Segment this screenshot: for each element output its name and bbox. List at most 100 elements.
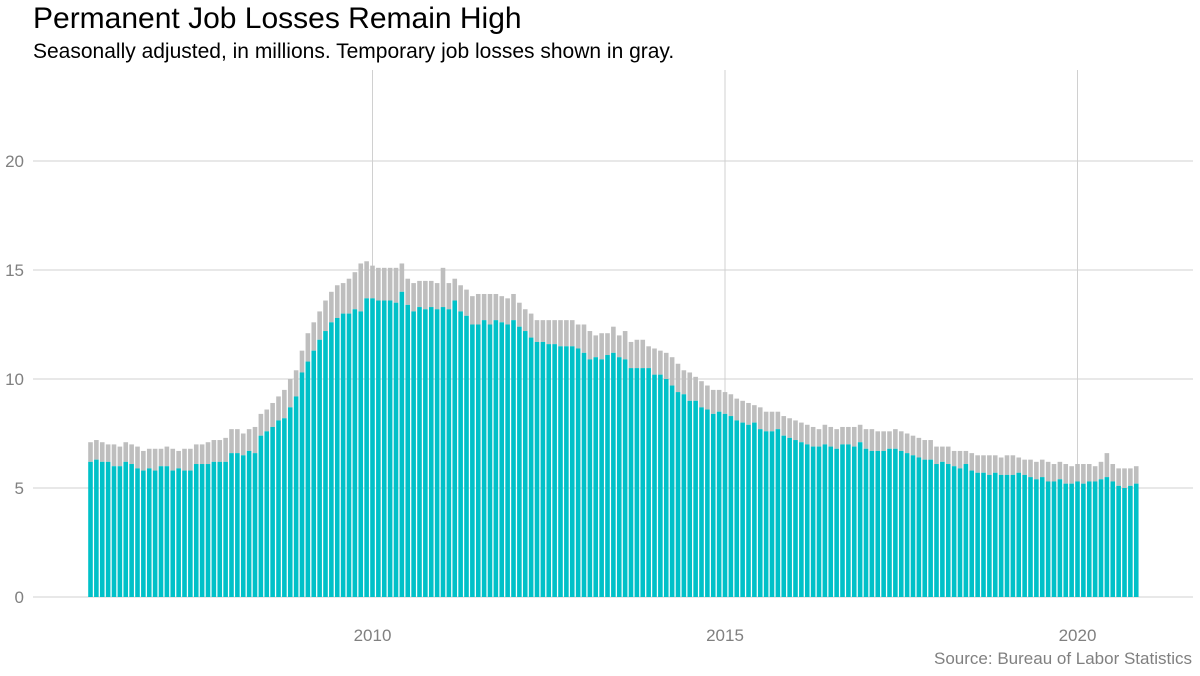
bar-permanent bbox=[816, 446, 822, 597]
bar-temporary bbox=[487, 293, 493, 325]
bar-temporary bbox=[188, 448, 193, 471]
bar-permanent bbox=[1069, 483, 1074, 597]
bar-temporary bbox=[99, 442, 105, 462]
bar-temporary bbox=[1034, 461, 1039, 480]
bar-temporary bbox=[370, 265, 375, 299]
bar-temporary bbox=[522, 309, 528, 332]
bar-permanent bbox=[340, 313, 346, 597]
bar-temporary bbox=[898, 431, 904, 451]
bar-temporary bbox=[857, 424, 863, 443]
bar-permanent bbox=[417, 307, 422, 597]
bar-temporary bbox=[364, 261, 369, 299]
bar-temporary bbox=[540, 320, 546, 342]
bar-permanent bbox=[1045, 481, 1051, 597]
bar-permanent bbox=[329, 322, 334, 597]
bar-permanent bbox=[240, 455, 246, 597]
bar-permanent bbox=[446, 309, 452, 597]
bar-permanent bbox=[957, 468, 963, 597]
bar-temporary bbox=[834, 429, 839, 449]
bar-temporary bbox=[334, 285, 340, 318]
bar-permanent bbox=[528, 337, 534, 597]
bar-permanent bbox=[499, 322, 505, 597]
bar-permanent bbox=[540, 341, 546, 597]
bar-temporary bbox=[217, 440, 223, 462]
bar-permanent bbox=[411, 311, 416, 597]
bar-temporary bbox=[199, 444, 205, 465]
bar-temporary bbox=[605, 333, 610, 356]
source-note: Source: Bureau of Labor Statistics bbox=[934, 649, 1192, 668]
bar-permanent bbox=[1051, 481, 1057, 597]
bar-temporary bbox=[164, 446, 170, 467]
bar-temporary bbox=[963, 450, 969, 465]
bar-temporary bbox=[910, 435, 916, 456]
bar-temporary bbox=[428, 280, 434, 308]
bar-temporary bbox=[646, 346, 651, 369]
bar-permanent bbox=[804, 444, 810, 597]
bar-temporary bbox=[928, 440, 933, 460]
bar-permanent bbox=[364, 298, 369, 597]
bar-temporary bbox=[564, 320, 569, 347]
bar-temporary bbox=[640, 339, 646, 369]
bar-temporary bbox=[822, 424, 828, 445]
bar-temporary bbox=[887, 431, 892, 449]
y-tick-label: 15 bbox=[5, 261, 24, 280]
chart-title: Permanent Job Losses Remain High bbox=[33, 2, 522, 35]
y-tick-label: 0 bbox=[15, 588, 24, 607]
bar-temporary bbox=[405, 278, 411, 305]
bar-temporary bbox=[716, 389, 722, 412]
bar-permanent bbox=[710, 413, 716, 597]
bar-permanent bbox=[981, 472, 986, 597]
bar-temporary bbox=[675, 363, 681, 393]
bar-temporary bbox=[652, 348, 657, 375]
bar-permanent bbox=[669, 385, 675, 597]
bar-permanent bbox=[652, 374, 657, 597]
bar-permanent bbox=[276, 420, 281, 597]
bar-permanent bbox=[599, 359, 604, 597]
bar-temporary bbox=[693, 376, 698, 401]
bar-permanent bbox=[229, 453, 234, 597]
bar-permanent bbox=[188, 470, 193, 597]
bar-permanent bbox=[693, 400, 698, 597]
bar-temporary bbox=[1098, 461, 1104, 480]
bar-permanent bbox=[334, 317, 340, 597]
bar-temporary bbox=[88, 442, 93, 462]
bar-temporary bbox=[787, 418, 792, 438]
bar-temporary bbox=[323, 300, 328, 332]
bar-temporary bbox=[299, 350, 305, 373]
bar-permanent bbox=[663, 379, 669, 597]
bar-permanent bbox=[746, 424, 751, 597]
bar-permanent bbox=[975, 472, 980, 597]
bar-permanent bbox=[1081, 483, 1086, 597]
bar-permanent bbox=[505, 324, 510, 597]
x-tick-label: 2010 bbox=[354, 626, 392, 645]
bar-permanent bbox=[851, 446, 857, 597]
bar-permanent bbox=[887, 448, 892, 597]
bar-permanent bbox=[317, 339, 322, 597]
bar-temporary bbox=[681, 370, 687, 395]
bar-permanent bbox=[146, 468, 152, 597]
bar-temporary bbox=[728, 394, 734, 417]
bar-permanent bbox=[857, 442, 863, 597]
bar-temporary bbox=[616, 335, 622, 358]
bar-temporary bbox=[1110, 464, 1116, 482]
bar-temporary bbox=[1016, 457, 1022, 473]
bar-temporary bbox=[992, 455, 998, 473]
bar-permanent bbox=[699, 407, 704, 597]
bar-temporary bbox=[475, 293, 481, 325]
bar-permanent bbox=[258, 435, 264, 597]
bar-permanent bbox=[293, 396, 299, 597]
bar-permanent bbox=[1004, 474, 1010, 597]
bar-permanent bbox=[658, 374, 663, 597]
bar-permanent bbox=[740, 422, 745, 597]
bar-temporary bbox=[587, 331, 593, 360]
bar-permanent bbox=[1086, 481, 1092, 597]
bar-temporary bbox=[552, 320, 557, 345]
x-tick-label: 2020 bbox=[1059, 626, 1097, 645]
bar-temporary bbox=[558, 320, 563, 347]
bar-temporary bbox=[775, 411, 781, 430]
bar-permanent bbox=[1028, 477, 1033, 597]
bar-permanent bbox=[164, 466, 170, 597]
bar-permanent bbox=[605, 355, 610, 597]
bar-temporary bbox=[282, 389, 287, 419]
